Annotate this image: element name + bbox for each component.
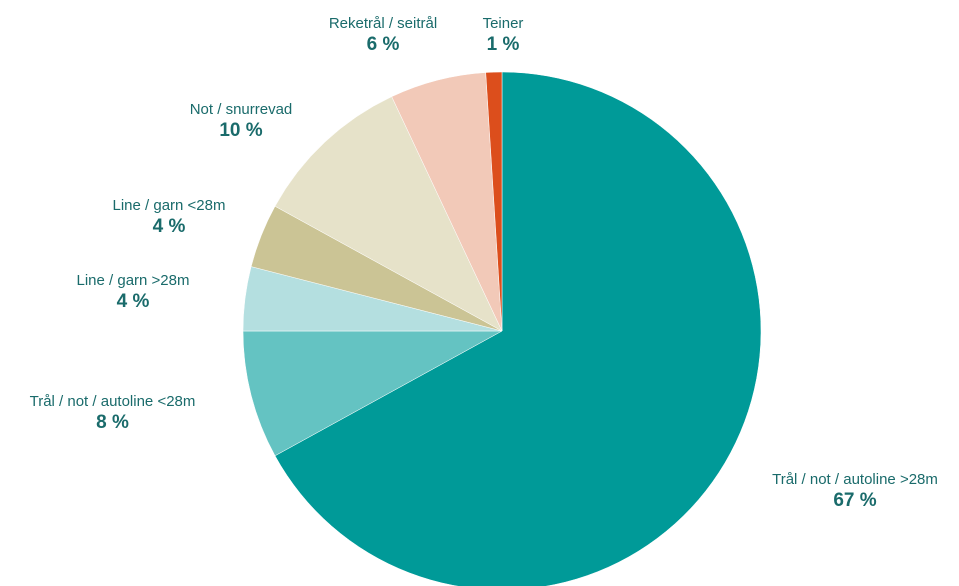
pie-slice-4 (274, 96, 503, 332)
slice-label-percent: 1 % (486, 34, 520, 55)
slice-label-0: Trål / not / autoline >28m 67 % (740, 470, 959, 512)
slice-label-percent: 4 % (116, 291, 150, 312)
slice-label-3: Line / garn <28m 4 % (87, 196, 251, 238)
slice-label-percent: 4 % (152, 216, 186, 237)
slice-label-name: Line / garn >28m (76, 272, 190, 289)
slice-label-6: Teiner 1 % (468, 14, 538, 56)
slice-label-percent: 8 % (96, 412, 129, 433)
slice-label-5: Reketrål / seitrål 6 % (308, 14, 458, 56)
pie-slice-0 (274, 71, 762, 586)
slice-label-name: Teiner (482, 15, 524, 32)
slice-label-percent: 6 % (366, 34, 400, 55)
slice-label-name: Reketrål / seitrål (328, 15, 438, 32)
slice-label-name: Line / garn <28m (112, 197, 226, 214)
pie-slice-1 (242, 330, 503, 457)
slice-label-4: Not / snurrevad 10 % (161, 100, 321, 142)
slice-label-percent: 67 % (833, 490, 877, 511)
pie-slice-6 (485, 71, 503, 332)
slice-label-name: Trål / not / autoline <28m (29, 393, 196, 410)
slice-label-2: Line / garn >28m 4 % (48, 271, 218, 313)
slice-label-1: Trål / not / autoline <28m 8 % (0, 392, 225, 434)
slice-label-name: Trål / not / autoline >28m (772, 471, 938, 488)
slice-label-name: Not / snurrevad (189, 101, 293, 118)
slice-label-percent: 10 % (219, 120, 263, 141)
